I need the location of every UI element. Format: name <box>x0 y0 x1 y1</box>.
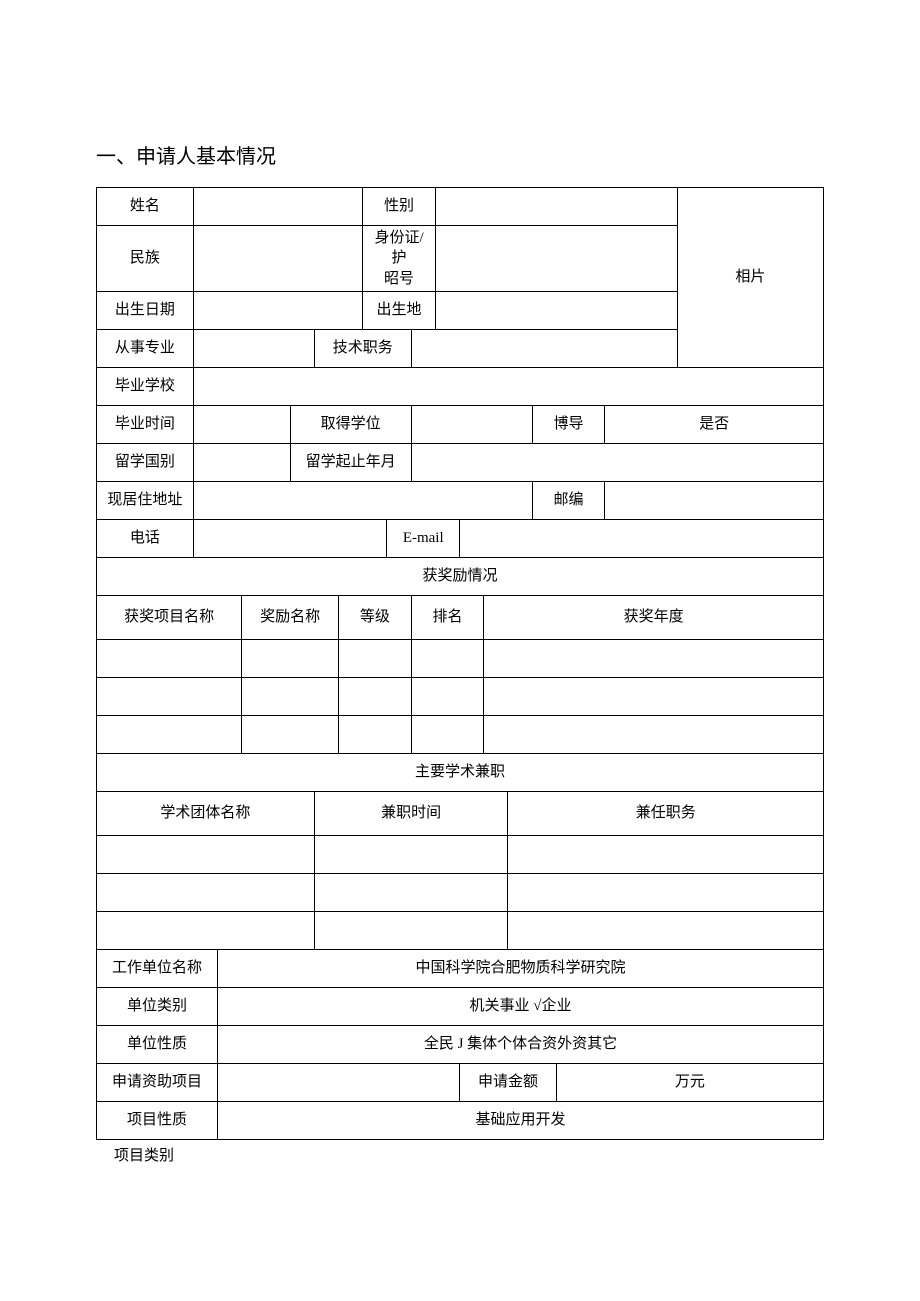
table-row <box>508 911 824 949</box>
value-apply-amount: 万元 <box>556 1063 823 1101</box>
value-email <box>460 519 824 557</box>
value-id-passport <box>435 226 677 292</box>
label-unit-category: 单位类别 <box>97 987 218 1025</box>
value-tech-title <box>411 329 677 367</box>
table-row <box>411 677 484 715</box>
label-work-unit: 工作单位名称 <box>97 949 218 987</box>
label-gender: 性别 <box>363 188 436 226</box>
table-row <box>97 835 315 873</box>
value-address <box>193 481 532 519</box>
label-phone: 电话 <box>97 519 194 557</box>
awards-col-name: 奖励名称 <box>242 595 339 639</box>
table-row <box>411 715 484 753</box>
value-gender <box>435 188 677 226</box>
table-row <box>411 639 484 677</box>
table-row <box>97 911 315 949</box>
awards-col-project: 获奖项目名称 <box>97 595 242 639</box>
value-unit-category: 机关事业 √企业 <box>218 987 824 1025</box>
value-postcode <box>605 481 824 519</box>
label-name: 姓名 <box>97 188 194 226</box>
value-study-period <box>411 443 823 481</box>
awards-col-rank: 排名 <box>411 595 484 639</box>
value-study-country <box>193 443 290 481</box>
academic-section-header: 主要学术兼职 <box>97 753 824 791</box>
awards-col-year: 获奖年度 <box>484 595 824 639</box>
table-row <box>97 639 242 677</box>
value-grad-school <box>193 367 823 405</box>
value-grad-time <box>193 405 290 443</box>
value-unit-nature: 全民 J 集体个体合资外资其它 <box>218 1025 824 1063</box>
label-ethnicity: 民族 <box>97 226 194 292</box>
label-id-passport: 身份证/护 昭号 <box>363 226 436 292</box>
value-name <box>193 188 362 226</box>
awards-section-header: 获奖励情况 <box>97 557 824 595</box>
label-tech-title: 技术职务 <box>314 329 411 367</box>
label-project-nature: 项目性质 <box>97 1101 218 1139</box>
academic-col-org: 学术团体名称 <box>97 791 315 835</box>
photo-cell: 相片 <box>677 188 823 368</box>
value-major <box>193 329 314 367</box>
table-row <box>242 715 339 753</box>
label-unit-nature: 单位性质 <box>97 1025 218 1063</box>
table-row <box>314 911 508 949</box>
value-ethnicity <box>193 226 362 292</box>
label-degree: 取得学位 <box>290 405 411 443</box>
academic-col-period: 兼职时间 <box>314 791 508 835</box>
value-birth-date <box>193 291 362 329</box>
label-birth-place: 出生地 <box>363 291 436 329</box>
table-row <box>484 715 824 753</box>
label-study-period: 留学起止年月 <box>290 443 411 481</box>
table-row <box>484 639 824 677</box>
label-study-country: 留学国别 <box>97 443 194 481</box>
awards-col-level: 等级 <box>339 595 412 639</box>
table-row <box>339 639 412 677</box>
label-project-category: 项目类别 <box>96 1140 824 1165</box>
table-row <box>339 715 412 753</box>
label-postcode: 邮编 <box>532 481 605 519</box>
label-grad-time: 毕业时间 <box>97 405 194 443</box>
table-row <box>242 677 339 715</box>
label-apply-amount: 申请金额 <box>460 1063 557 1101</box>
value-birth-place <box>435 291 677 329</box>
table-row <box>314 835 508 873</box>
value-project-nature: 基础应用开发 <box>218 1101 824 1139</box>
value-yes-no: 是否 <box>605 405 824 443</box>
label-grad-school: 毕业学校 <box>97 367 194 405</box>
label-apply-project: 申请资助项目 <box>97 1063 218 1101</box>
value-phone <box>193 519 387 557</box>
table-row <box>484 677 824 715</box>
label-birth-date: 出生日期 <box>97 291 194 329</box>
table-row <box>508 873 824 911</box>
table-row <box>97 715 242 753</box>
value-apply-project <box>218 1063 460 1101</box>
applicant-info-table: 姓名 性别 相片 民族 身份证/护 昭号 出生日期 出生地 从事专业 技术职务 … <box>96 187 824 1140</box>
value-degree <box>411 405 532 443</box>
table-row <box>314 873 508 911</box>
table-row <box>242 639 339 677</box>
table-row <box>508 835 824 873</box>
value-work-unit: 中国科学院合肥物质科学研究院 <box>218 949 824 987</box>
table-row <box>97 873 315 911</box>
section-heading: 一、申请人基本情况 <box>96 140 824 169</box>
label-email: E-mail <box>387 519 460 557</box>
label-major: 从事专业 <box>97 329 194 367</box>
table-row <box>339 677 412 715</box>
academic-col-position: 兼任职务 <box>508 791 824 835</box>
label-phd-advisor: 博导 <box>532 405 605 443</box>
table-row <box>97 677 242 715</box>
label-address: 现居住地址 <box>97 481 194 519</box>
